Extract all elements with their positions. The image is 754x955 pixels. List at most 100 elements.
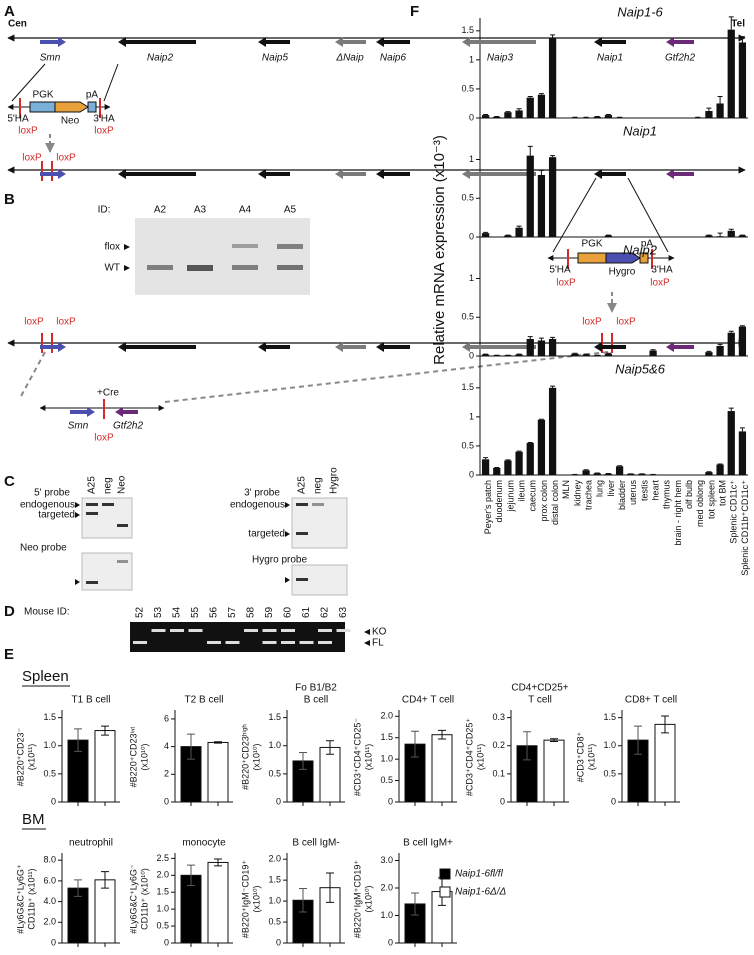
label: loxP <box>582 317 602 328</box>
label: targeted <box>248 529 285 540</box>
label: C <box>4 473 15 490</box>
bar <box>716 103 724 118</box>
bar <box>593 116 601 118</box>
gene-arrow <box>70 407 95 417</box>
gene-arrow <box>118 37 196 47</box>
y-tick-label: 0.5 <box>43 768 56 778</box>
label: 3' probe <box>244 488 280 499</box>
x-tick-label: Peyer's patch <box>483 480 493 534</box>
y-axis-label: (x10¹⁰) <box>139 743 149 770</box>
error-bar <box>505 459 511 461</box>
y-tick-label: 0 <box>164 937 169 947</box>
bar <box>727 29 735 118</box>
y-tick-label: 1.0 <box>380 910 393 920</box>
label: A2 <box>154 205 167 216</box>
y-tick-label: 0 <box>469 350 474 360</box>
gel-band <box>244 629 258 632</box>
bar <box>515 354 523 356</box>
y-tick-label: 1.0 <box>156 904 169 914</box>
gel-band <box>133 641 147 644</box>
y-tick-label: 0 <box>469 231 474 241</box>
bar <box>654 723 676 803</box>
error-bar <box>538 169 544 175</box>
label: Mouse ID: <box>24 607 70 618</box>
label: 3'HA <box>93 114 115 125</box>
label: E <box>4 646 14 663</box>
error-bar <box>494 466 500 469</box>
label: pA <box>86 90 99 101</box>
label: Neo <box>61 116 80 127</box>
gel-band <box>318 629 332 632</box>
y-tick-label: 1 <box>469 154 474 164</box>
bar <box>548 387 557 475</box>
x-tick-label: olf bulb <box>684 480 694 509</box>
bar <box>727 411 735 475</box>
error-bar <box>706 350 712 353</box>
gel-band <box>207 641 221 644</box>
label: 5'HA <box>549 265 571 276</box>
label: F <box>410 3 419 20</box>
error-bar <box>739 427 745 432</box>
label: FL <box>372 638 384 649</box>
label: Naip5 <box>262 53 289 64</box>
label: loxP <box>94 126 114 137</box>
x-tick-label: duodenum <box>494 480 504 523</box>
label: B <box>4 191 15 208</box>
chart-title: CD8+ T cell <box>625 695 677 706</box>
gene-arrow <box>118 169 196 179</box>
y-tick-label: 0 <box>51 796 56 806</box>
y-axis-label: (x10¹⁰) <box>251 743 261 770</box>
error-bar <box>661 715 669 734</box>
y-tick-label: 0 <box>500 796 505 806</box>
error-bar <box>438 729 446 740</box>
label: BM <box>22 811 45 828</box>
bar <box>604 115 613 118</box>
label: KO <box>372 627 387 638</box>
chart-title: neutrophil <box>69 838 113 849</box>
bar <box>548 38 557 118</box>
label: 53 <box>153 606 164 618</box>
y-tick-label: 1 <box>469 411 474 421</box>
error-bar <box>550 385 556 388</box>
error-bar <box>483 457 489 460</box>
label: endogenous <box>20 500 75 511</box>
error-bar <box>483 231 489 234</box>
y-tick-label: 0 <box>469 469 474 479</box>
y-tick-label: 0.5 <box>603 768 616 778</box>
y-tick-label: 6 <box>164 713 169 723</box>
x-tick-label: uterus <box>628 480 638 506</box>
label: loxP <box>24 317 44 328</box>
bar <box>593 473 601 475</box>
gene-arrow <box>258 169 290 179</box>
bar <box>493 116 501 118</box>
y-tick-label: 0 <box>388 796 393 806</box>
y-tick-label: 1.5 <box>603 712 616 722</box>
bar <box>207 741 229 803</box>
label: 52 <box>135 606 146 618</box>
y-tick-label: 1 <box>469 54 474 64</box>
label: A25 <box>87 476 98 494</box>
y-tick-label: 0 <box>611 796 616 806</box>
label: 62 <box>320 606 331 618</box>
y-tick-label: 1.5 <box>268 712 281 722</box>
gene-arrow <box>594 37 626 47</box>
label: loxP <box>22 153 42 164</box>
error-bar <box>516 225 522 228</box>
bar <box>571 353 579 356</box>
x-tick-label: thymus <box>662 480 672 510</box>
label: Naip2 <box>147 53 174 64</box>
gene-arrow <box>335 37 366 47</box>
y-tick-label: 0.5 <box>380 775 393 785</box>
y-tick-label: 0.5 <box>156 920 169 930</box>
bar <box>431 734 453 803</box>
y-axis-label: CD11b⁺ (x10¹⁰) <box>139 868 149 930</box>
label: Tel <box>731 19 745 30</box>
y-tick-label: 2.0 <box>156 870 169 880</box>
error-bar <box>634 725 642 755</box>
chart-title: T1 B cell <box>72 695 111 706</box>
error-bar <box>527 95 533 98</box>
label: WT <box>104 263 120 274</box>
bar <box>548 338 557 356</box>
y-tick-label: 1.5 <box>268 875 281 885</box>
error-bar <box>550 336 556 339</box>
